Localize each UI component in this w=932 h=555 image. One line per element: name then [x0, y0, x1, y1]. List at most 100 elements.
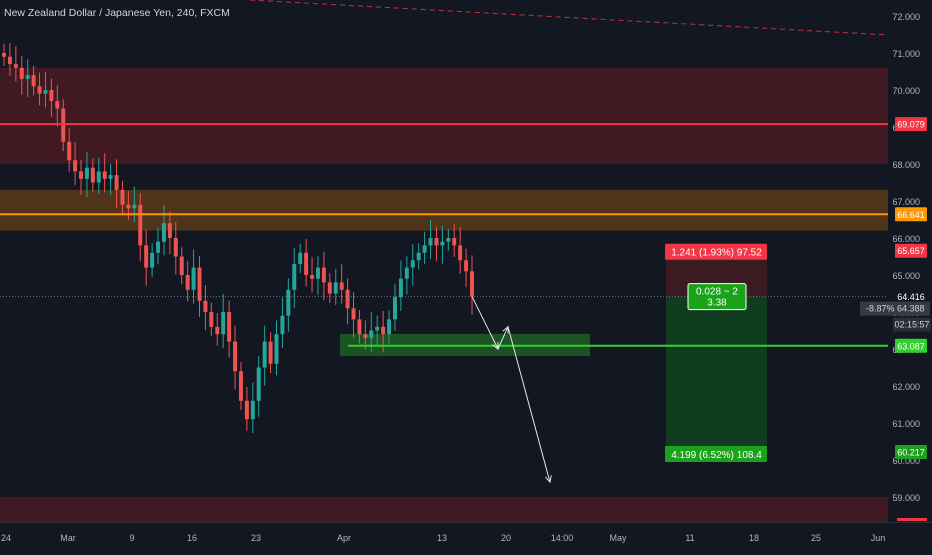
candle-body — [203, 300, 208, 312]
candle-body — [96, 171, 101, 183]
candle-body — [381, 326, 386, 335]
candle-body — [49, 90, 54, 102]
candle-body — [315, 267, 320, 279]
x-tick-label: 13 — [437, 533, 447, 543]
stop-label-box — [665, 243, 767, 260]
candle-body — [167, 223, 172, 238]
candle-body — [298, 252, 303, 264]
candle-body — [120, 189, 125, 205]
x-tick-label: 11 — [685, 533, 694, 543]
x-tick-label: 24 — [1, 533, 11, 543]
candle-body — [90, 167, 95, 183]
candle-body — [244, 400, 249, 420]
symbol-title: New Zealand Dollar / Japanese Yen, 240, … — [4, 7, 230, 19]
x-tick-label: Mar — [60, 533, 76, 543]
x-tick-label: 16 — [187, 533, 197, 543]
candle-body — [138, 204, 143, 246]
candle-body — [398, 278, 403, 298]
candle-body — [440, 241, 445, 246]
y-tick-label: 65.000 — [892, 271, 920, 281]
candle-body — [392, 297, 397, 320]
candle-body — [126, 204, 131, 209]
x-tick-label: 18 — [749, 533, 759, 543]
candle-body — [67, 141, 72, 161]
candle-body — [179, 256, 184, 275]
candle-body — [55, 101, 60, 109]
candle-body — [25, 75, 30, 79]
candle-body — [7, 56, 12, 65]
arrow-head-down-2 — [545, 475, 552, 484]
support-price-label-badge — [895, 338, 927, 353]
y-tick-label: 59.000 — [892, 493, 920, 503]
stop-price-label-badge — [895, 243, 927, 258]
candle-body — [227, 312, 232, 342]
candle-body — [238, 371, 243, 401]
candle-body — [13, 64, 18, 68]
candle-body — [410, 260, 415, 268]
support-price-label: 63.087 — [897, 341, 925, 351]
candle-body — [256, 367, 261, 401]
candle-body — [185, 275, 190, 290]
x-tick-label: 20 — [501, 533, 511, 543]
candle-body — [428, 238, 433, 246]
candle-body — [310, 275, 315, 279]
candle-body — [387, 319, 392, 335]
candle-body — [375, 326, 380, 331]
candle-body — [79, 171, 84, 179]
x-tick-label: 14:00 — [551, 533, 574, 543]
dashed-trendline — [249, 0, 889, 36]
candle-body — [108, 175, 113, 179]
candle-body — [84, 167, 89, 179]
candle-body — [369, 330, 374, 338]
countdown-badge — [893, 317, 931, 332]
orange-price-label: 66.641 — [897, 210, 925, 220]
stop-label: 1.241 (1.93%) 97.52 — [671, 248, 762, 259]
candle-body — [470, 271, 474, 297]
candle-body — [339, 282, 344, 290]
candle-body — [221, 312, 226, 335]
candle-body — [144, 245, 149, 268]
candle-body — [286, 289, 291, 316]
projection-path — [471, 296, 551, 483]
x-tick-label: Jun — [871, 533, 886, 543]
candle-body — [197, 267, 202, 301]
candle-body — [250, 400, 255, 420]
candle-body — [19, 67, 24, 79]
crosshair-pct-label: -8.87% — [866, 304, 895, 314]
candle-body — [304, 252, 309, 275]
candle-body — [215, 326, 220, 335]
crosshair-badge — [860, 301, 930, 316]
candle-body — [357, 319, 362, 335]
candle-body — [458, 245, 463, 261]
resistance-price-label: 69.079 — [897, 120, 925, 130]
candle-body — [262, 341, 267, 368]
candle-body — [37, 86, 42, 94]
y-tick-label: 71.000 — [892, 49, 920, 59]
candle-body — [464, 260, 469, 272]
candle-body — [422, 245, 427, 253]
candle-body — [209, 312, 214, 327]
arrow-head-up — [502, 325, 509, 334]
resistance-price-label-badge — [895, 117, 927, 132]
y-tick-label: 60.000 — [892, 456, 920, 466]
candle-body — [268, 341, 273, 364]
ratio-label-line2: 3.38 — [707, 298, 727, 309]
bottom-zone — [0, 497, 888, 522]
y-tick-label: 61.000 — [892, 419, 920, 429]
candle-body — [61, 108, 66, 142]
candle-body — [114, 175, 119, 190]
target-label: 4.199 (6.52%) 108.4 — [671, 450, 762, 461]
candle-body — [173, 238, 178, 257]
candle-body — [351, 308, 356, 320]
candle-body — [446, 238, 451, 242]
candle-body — [345, 289, 350, 309]
orange-zone — [0, 189, 888, 231]
target-price-label-badge — [895, 444, 927, 459]
candle-body — [292, 263, 297, 290]
candle-body — [73, 160, 78, 172]
candle-body — [327, 282, 332, 294]
candle-body — [191, 267, 196, 290]
y-tick-label: 70.000 — [892, 86, 920, 96]
